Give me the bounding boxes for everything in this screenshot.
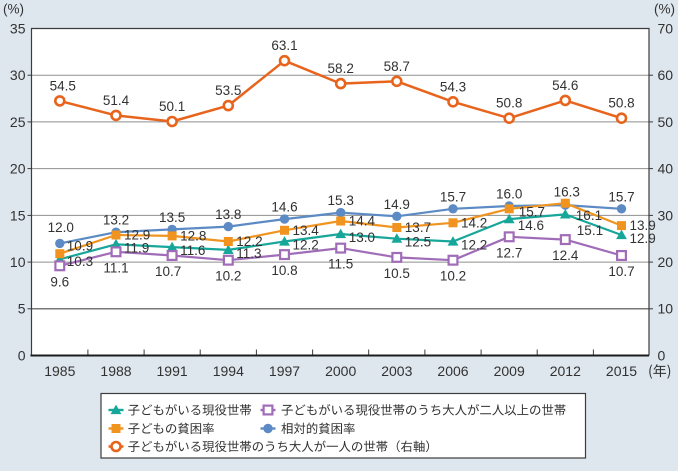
svg-text:(%): (%) [3, 1, 24, 16]
svg-text:58.7: 58.7 [384, 59, 410, 74]
svg-text:12.8: 12.8 [180, 228, 206, 243]
svg-text:0: 0 [658, 347, 666, 363]
svg-text:54.3: 54.3 [440, 79, 466, 94]
svg-text:12.7: 12.7 [496, 245, 522, 260]
svg-text:54.5: 54.5 [50, 78, 76, 93]
svg-text:14.4: 14.4 [349, 214, 376, 229]
svg-text:51.4: 51.4 [103, 93, 130, 108]
svg-text:11.9: 11.9 [124, 240, 149, 255]
svg-text:15.7: 15.7 [608, 189, 634, 204]
svg-text:0: 0 [18, 347, 26, 363]
svg-text:11.6: 11.6 [180, 243, 205, 258]
svg-text:14.6: 14.6 [518, 218, 544, 233]
svg-text:12.5: 12.5 [405, 235, 431, 250]
svg-text:10.3: 10.3 [67, 254, 93, 269]
svg-text:2009: 2009 [494, 363, 525, 379]
svg-text:1985: 1985 [44, 363, 75, 379]
svg-text:1991: 1991 [157, 363, 188, 379]
svg-text:12.2: 12.2 [461, 238, 487, 253]
svg-text:12.2: 12.2 [293, 238, 319, 253]
svg-text:10: 10 [658, 301, 674, 317]
svg-text:(%): (%) [654, 1, 675, 16]
svg-text:11.3: 11.3 [236, 246, 261, 261]
svg-text:10.9: 10.9 [67, 239, 93, 254]
svg-text:58.2: 58.2 [328, 61, 354, 76]
svg-text:13.2: 13.2 [103, 213, 129, 228]
svg-text:1994: 1994 [213, 363, 244, 379]
svg-text:2006: 2006 [437, 363, 468, 379]
svg-text:30: 30 [658, 207, 674, 223]
svg-text:1988: 1988 [100, 363, 131, 379]
svg-text:1997: 1997 [269, 363, 300, 379]
svg-text:14.2: 14.2 [461, 215, 487, 230]
svg-text:12.9: 12.9 [630, 231, 656, 246]
svg-text:50: 50 [658, 114, 674, 130]
svg-text:15.1: 15.1 [577, 223, 603, 238]
svg-text:10: 10 [10, 254, 26, 270]
svg-text:15.3: 15.3 [328, 193, 354, 208]
svg-text:53.5: 53.5 [215, 83, 241, 98]
svg-text:15.7: 15.7 [440, 189, 466, 204]
svg-text:14.6: 14.6 [271, 200, 297, 215]
svg-text:50.8: 50.8 [496, 96, 522, 111]
svg-text:16.0: 16.0 [496, 187, 522, 202]
svg-text:12.4: 12.4 [552, 248, 579, 263]
svg-text:13.9: 13.9 [630, 218, 656, 233]
svg-text:16.3: 16.3 [554, 185, 580, 200]
svg-text:2003: 2003 [381, 363, 412, 379]
svg-text:54.6: 54.6 [552, 78, 578, 93]
svg-text:40: 40 [658, 161, 674, 177]
svg-text:30: 30 [10, 67, 26, 83]
svg-text:14.9: 14.9 [384, 197, 410, 212]
svg-text:2012: 2012 [550, 363, 581, 379]
svg-text:50.8: 50.8 [608, 96, 634, 111]
svg-text:12.9: 12.9 [124, 228, 150, 243]
svg-text:20: 20 [658, 254, 674, 270]
svg-text:13.0: 13.0 [349, 230, 375, 245]
svg-text:13.8: 13.8 [215, 207, 241, 222]
svg-text:10.7: 10.7 [155, 264, 181, 279]
svg-text:35: 35 [10, 20, 26, 36]
svg-text:12.0: 12.0 [48, 220, 74, 235]
svg-text:10.8: 10.8 [271, 263, 297, 278]
svg-text:70: 70 [658, 20, 674, 36]
svg-text:12.2: 12.2 [236, 234, 262, 249]
svg-text:10.2: 10.2 [440, 269, 466, 284]
svg-text:11.5: 11.5 [328, 257, 353, 272]
svg-text:15: 15 [10, 207, 26, 223]
svg-text:10.7: 10.7 [608, 264, 634, 279]
svg-text:5: 5 [18, 301, 26, 317]
svg-text:9.6: 9.6 [50, 274, 69, 289]
svg-text:10.2: 10.2 [215, 269, 241, 284]
svg-text:50.1: 50.1 [159, 99, 185, 114]
svg-text:60: 60 [658, 67, 674, 83]
svg-text:2000: 2000 [325, 363, 356, 379]
svg-text:2015: 2015 [606, 363, 637, 379]
svg-text:10.5: 10.5 [384, 266, 410, 281]
svg-text:63.1: 63.1 [271, 38, 297, 53]
svg-text:25: 25 [10, 114, 26, 130]
svg-text:13.4: 13.4 [293, 223, 320, 238]
svg-text:13.7: 13.7 [405, 220, 431, 235]
svg-text:15.7: 15.7 [519, 204, 545, 219]
svg-text:11.1: 11.1 [103, 260, 128, 275]
svg-text:16.1: 16.1 [576, 208, 602, 223]
svg-text:20: 20 [10, 161, 26, 177]
svg-text:13.5: 13.5 [159, 210, 185, 225]
